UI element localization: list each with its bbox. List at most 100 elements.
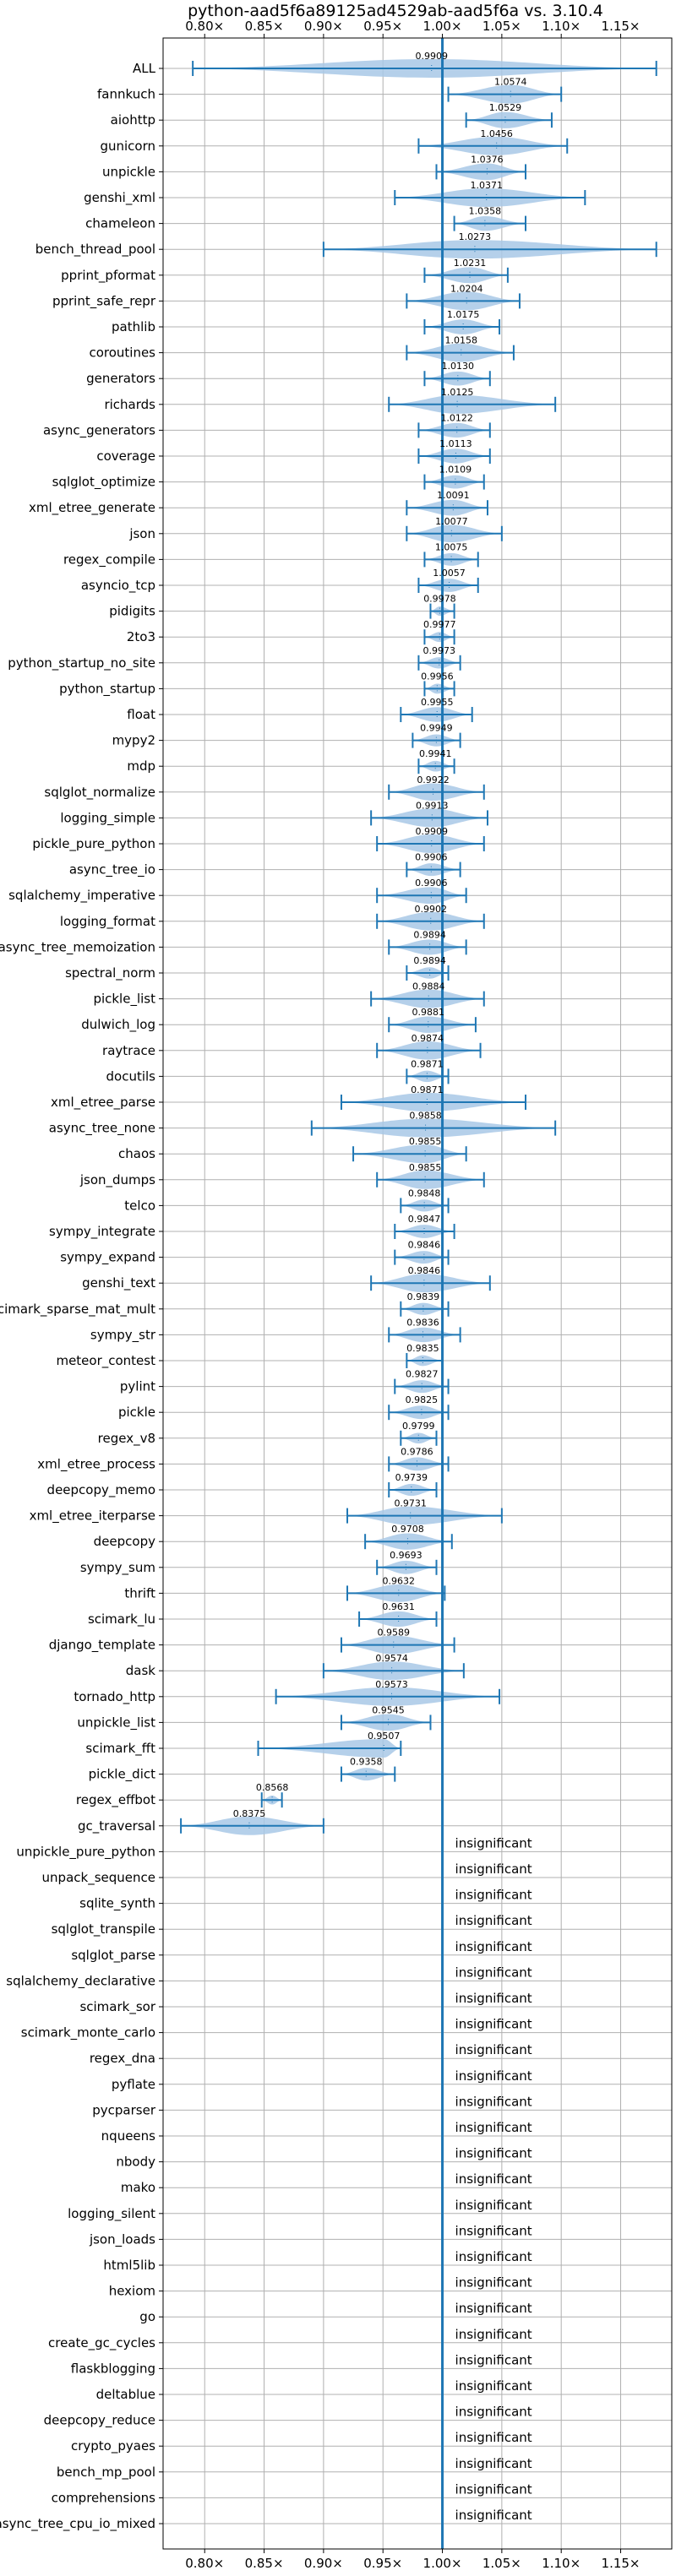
x-tick-label-bottom: 0.85× <box>245 2556 284 2571</box>
insignificant-label: insignificant <box>455 2120 532 2135</box>
value-label: 1.0376 <box>471 154 504 165</box>
benchmark-name-label: xml_etree_process <box>37 1456 155 1472</box>
insignificant-label: insignificant <box>455 2352 532 2367</box>
benchmark-name-label: spectral_norm <box>65 965 155 981</box>
value-label: 0.9836 <box>406 1317 439 1328</box>
x-tick-label-bottom: 0.80× <box>185 2556 224 2571</box>
benchmark-name-label: sympy_integrate <box>49 1224 155 1240</box>
benchmark-name-label: unpickle_pure_python <box>16 1844 155 1860</box>
value-label: 0.9922 <box>417 774 450 785</box>
insignificant-label: insignificant <box>455 2378 532 2394</box>
benchmark-name-label: html5lib <box>103 2258 155 2273</box>
value-label: 0.9855 <box>409 1162 442 1173</box>
value-label: 0.9894 <box>413 955 446 966</box>
benchmark-name-label: regex_v8 <box>98 1431 155 1447</box>
x-tick-label-bottom: 0.90× <box>304 2556 343 2571</box>
value-label: 0.9574 <box>375 1653 408 1664</box>
insignificant-label: insignificant <box>455 2456 532 2471</box>
value-label: 0.9786 <box>401 1446 433 1457</box>
benchmark-name-label: pickle <box>118 1405 155 1420</box>
benchmark-name-label: regex_dna <box>90 2051 155 2067</box>
value-label: 0.9973 <box>422 645 455 656</box>
value-label: 0.9913 <box>416 800 449 811</box>
insignificant-label: insignificant <box>455 2481 532 2497</box>
value-label: 1.0456 <box>480 128 513 139</box>
benchmark-name-label: sqlglot_transpile <box>52 1921 155 1937</box>
insignificant-label: insignificant <box>455 1913 532 1928</box>
insignificant-label: insignificant <box>455 2042 532 2057</box>
insignificant-label: insignificant <box>455 1991 532 2006</box>
benchmark-name-label: bench_mp_pool <box>57 2465 155 2481</box>
insignificant-label: insignificant <box>455 2198 532 2213</box>
benchmark-name-label: pickle_pure_python <box>32 836 155 852</box>
benchmark-name-label: coverage <box>96 448 155 464</box>
x-tick-label-bottom: 1.15× <box>602 2556 641 2571</box>
benchmark-name-label: scimark_sor <box>79 1999 155 2015</box>
benchmark-name-label: fannkuch <box>97 87 155 102</box>
benchmark-name-label: thrift <box>124 1585 155 1600</box>
benchmark-name-label: json_loads <box>89 2231 155 2247</box>
value-label: 0.9871 <box>411 1058 444 1069</box>
value-label: 1.0122 <box>440 412 473 423</box>
benchmark-name-label: xml_etree_generate <box>29 500 155 516</box>
benchmark-name-label: scimark_monte_carlo <box>21 2025 155 2041</box>
benchmark-name-label: pathlib <box>112 319 155 334</box>
value-label: 0.9693 <box>390 1550 422 1561</box>
value-label: 1.0077 <box>435 516 468 527</box>
value-label: 0.9881 <box>412 1007 445 1018</box>
insignificant-label: insignificant <box>455 2327 532 2342</box>
benchmark-name-label: generators <box>86 371 155 386</box>
benchmark-name-label: python_startup_no_site <box>8 655 155 671</box>
benchmark-name-label: chaos <box>118 1146 155 1161</box>
value-label: 1.0204 <box>450 283 483 294</box>
benchmark-name-label: pickle_dict <box>89 1767 155 1783</box>
benchmark-name-label: sympy_sum <box>80 1560 155 1576</box>
value-label: 1.0057 <box>433 568 466 579</box>
x-tick-label-top: 1.15× <box>602 19 641 34</box>
benchmark-name-label: dulwich_log <box>81 1017 155 1033</box>
benchmark-name-label: pycparser <box>92 2102 156 2117</box>
insignificant-label: insignificant <box>455 2094 532 2109</box>
benchmark-name-label: crypto_pyaes <box>71 2438 155 2454</box>
benchmark-name-label: dask <box>126 1663 156 1678</box>
value-label: 1.0109 <box>439 465 472 476</box>
benchmark-name-label: meteor_contest <box>56 1353 155 1369</box>
benchmark-name-label: tornado_http <box>74 1689 155 1705</box>
benchmark-name-label: async_tree_cpu_io_mixed <box>0 2516 155 2532</box>
value-label: 0.9978 <box>423 594 456 605</box>
benchmark-name-label: logging_silent <box>68 2206 155 2222</box>
benchmark-name-label: gc_traversal <box>78 1818 155 1834</box>
x-tick-label-top: 0.85× <box>245 19 284 34</box>
value-label: 1.0358 <box>469 206 502 217</box>
value-label: 1.0075 <box>435 541 468 552</box>
benchmark-name-label: pylint <box>120 1379 155 1394</box>
benchmark-name-label: scimark_fft <box>85 1741 155 1757</box>
value-label: 1.0175 <box>447 309 480 320</box>
benchmark-name-label: pprint_pformat <box>61 268 155 284</box>
benchmark-name-label: 2to3 <box>127 629 155 644</box>
benchmark-name-label: go <box>139 2309 155 2324</box>
value-label: 1.0371 <box>470 180 503 191</box>
value-label: 0.9848 <box>408 1187 441 1198</box>
chart-title: python-aad5f6a89125ad4529ab-aad5f6a vs. … <box>188 2 603 20</box>
benchmark-name-label: async_tree_memoization <box>0 939 155 955</box>
value-label: 0.9874 <box>412 1033 444 1044</box>
insignificant-label: insignificant <box>455 1965 532 1980</box>
value-label: 0.9739 <box>395 1472 428 1483</box>
x-tick-label-top: 0.95× <box>363 19 402 34</box>
benchmark-name-label: json_dumps <box>79 1172 155 1188</box>
benchmark-name-label: telco <box>124 1198 155 1213</box>
x-tick-label-bottom: 0.95× <box>363 2556 402 2571</box>
whisker-layer <box>180 61 657 1834</box>
value-label: 0.9358 <box>350 1757 383 1768</box>
insignificant-label: insignificant <box>455 2068 532 2084</box>
benchmark-name-label: mako <box>121 2180 155 2195</box>
value-label: 1.0574 <box>494 77 527 88</box>
insignificant-label: insignificant <box>455 2249 532 2264</box>
benchmark-name-label: raytrace <box>102 1043 155 1058</box>
benchmark-name-label: deltablue <box>96 2387 155 2402</box>
value-label: 0.9731 <box>394 1498 427 1509</box>
benchmark-name-label: xml_etree_parse <box>51 1095 155 1111</box>
value-label: 0.9507 <box>368 1731 401 1742</box>
